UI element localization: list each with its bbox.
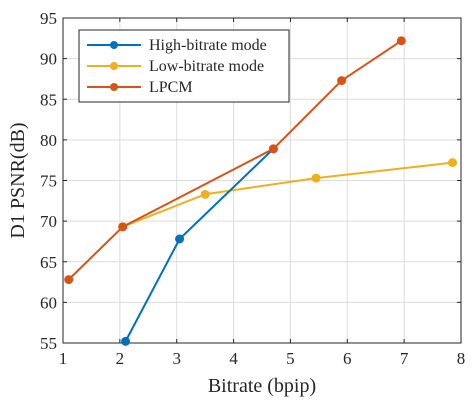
x-tick-label: 7: [400, 349, 409, 368]
y-tick-label: 80: [40, 131, 57, 150]
y-tick-label: 70: [40, 212, 57, 231]
data-point-lpcm: [337, 76, 347, 86]
legend-label-high-bitrate-mode: High-bitrate mode: [149, 37, 267, 54]
data-point-lpcm: [268, 144, 278, 154]
data-point-lpcm: [118, 222, 128, 232]
x-tick-label: 5: [286, 349, 295, 368]
x-tick-label: 2: [116, 349, 125, 368]
data-point-low-bitrate-mode: [200, 189, 210, 199]
series-low-bitrate-mode: [118, 158, 457, 232]
axes: 1 2 3 4 5 6 7 8 55 60 65 70 75 80 85 90 95: [40, 9, 465, 368]
legend-label-lpcm: LPCM: [149, 79, 193, 96]
y-tick-label: 85: [40, 90, 57, 109]
data-point-lpcm: [396, 36, 406, 46]
legend-marker-low-bitrate-mode: [110, 62, 118, 70]
x-tick-label: 6: [343, 349, 352, 368]
y-tick-label: 75: [40, 172, 57, 191]
series-line-high-bitrate-mode: [124, 148, 275, 342]
data-point-low-bitrate-mode: [311, 173, 321, 183]
y-tick-label: 90: [40, 50, 57, 69]
data-point-lpcm: [64, 275, 74, 285]
data-point-high-bitrate-mode: [121, 336, 131, 346]
series-lpcm: [64, 36, 406, 285]
y-tick-label: 60: [40, 293, 57, 312]
y-tick-label: 55: [40, 334, 57, 353]
x-tick-label: 3: [172, 349, 181, 368]
data-point-low-bitrate-mode: [447, 158, 457, 168]
y-axis-label: D1 PSNR(dB): [7, 122, 29, 238]
y-tick-label: 95: [40, 9, 57, 28]
series-high-bitrate-mode: [121, 144, 278, 346]
legend-marker-high-bitrate-mode: [110, 41, 118, 49]
plot-area: [64, 36, 457, 346]
legend-label-low-bitrate-mode: Low-bitrate mode: [149, 58, 264, 75]
x-tick-label: 8: [457, 349, 466, 368]
series-line-low-bitrate-mode: [122, 161, 453, 228]
x-axis-label: Bitrate (bpip): [208, 375, 316, 397]
y-tick-label: 65: [40, 253, 57, 272]
data-point-high-bitrate-mode: [175, 234, 185, 244]
legend-marker-lpcm: [110, 83, 118, 91]
legend: High-bitrate mode Low-bitrate mode LPCM: [78, 29, 290, 103]
x-tick-label: 4: [229, 349, 238, 368]
x-tick-label: 1: [59, 349, 68, 368]
